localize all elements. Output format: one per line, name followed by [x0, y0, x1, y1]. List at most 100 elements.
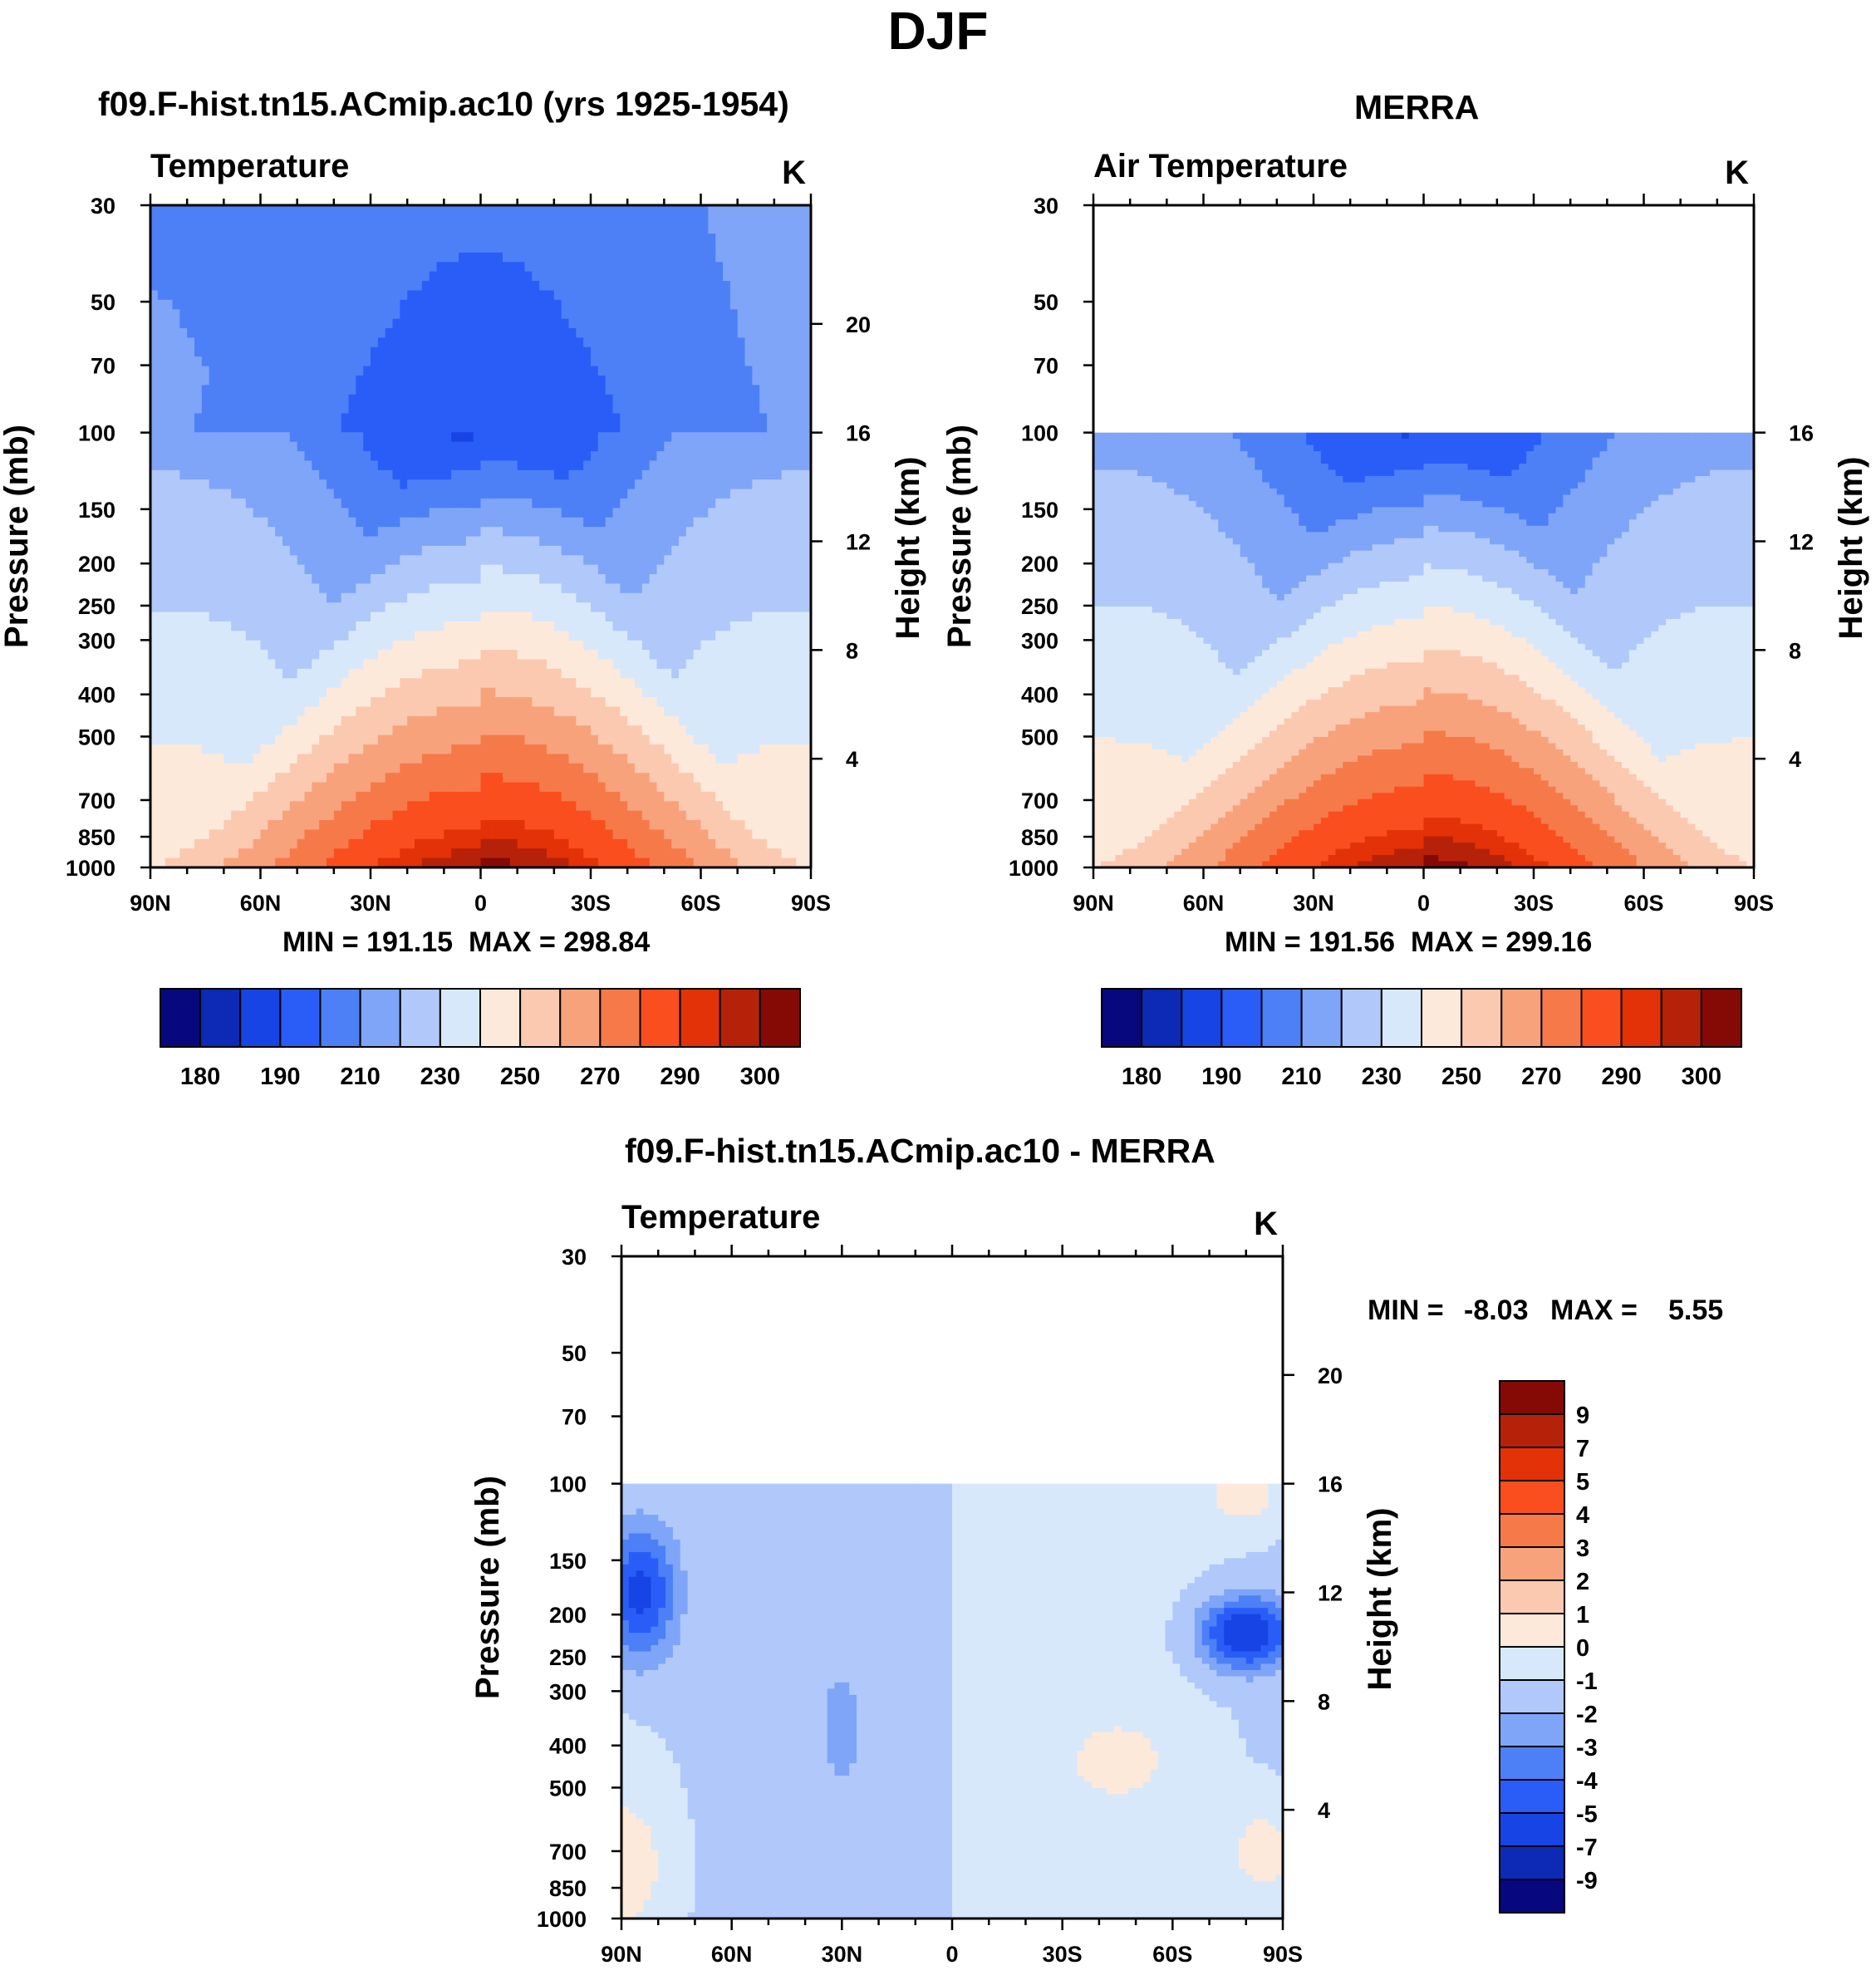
x-tick-label: 0 [474, 891, 487, 916]
y-tick-label: 150 [549, 1549, 587, 1574]
colorbar-difference-tick-label: 2 [1576, 1569, 1589, 1595]
y-tick-label: 300 [549, 1679, 587, 1704]
x-tick-label: 60S [680, 891, 720, 916]
colorbar-merra-swatch [1660, 988, 1702, 1048]
colorbar-difference-swatch [1499, 1546, 1565, 1581]
colorbar-model-swatch [559, 988, 602, 1048]
y-tick-label: 400 [549, 1734, 587, 1759]
height-tick-label: 8 [846, 638, 858, 663]
colorbar-merra-swatch [1540, 988, 1583, 1048]
x-tick-label: 60N [1183, 891, 1225, 916]
colorbar-merra-swatch [1101, 988, 1143, 1048]
colorbar-difference-tick-label: 9 [1576, 1403, 1589, 1429]
y-tick-label: 300 [78, 628, 115, 653]
colorbar-model-swatch [759, 988, 801, 1048]
colorbar-difference-tick-label: 7 [1576, 1436, 1589, 1462]
left-label: Air Temperature [1093, 148, 1348, 184]
y-tick-label: 200 [1021, 552, 1058, 577]
colorbar-difference-tick-label: -1 [1576, 1668, 1598, 1695]
height-tick-label: 4 [1318, 1798, 1330, 1823]
colorbar-difference-swatch [1499, 1746, 1565, 1781]
colorbar-difference-swatch [1499, 1812, 1565, 1847]
colorbar-merra-swatch [1380, 988, 1422, 1048]
units-label: K [1254, 1206, 1278, 1242]
y-tick-label: 200 [78, 552, 115, 577]
colorbar-merra-tick-label: 300 [1682, 1064, 1721, 1090]
diff-max-value: 5.55 [1668, 1295, 1724, 1326]
colorbar-model-tick-label: 270 [580, 1064, 620, 1090]
x-tick-label: 90S [1734, 891, 1774, 916]
colorbar-difference-swatch [1499, 1613, 1565, 1648]
colorbar-difference-tick-label: 0 [1576, 1635, 1589, 1662]
height-tick-label: 12 [1318, 1580, 1343, 1605]
colorbar-model-tick-label: 230 [420, 1064, 460, 1090]
y-tick-label: 50 [1034, 290, 1058, 315]
y-tick-label: 700 [549, 1840, 587, 1865]
figure-title: DJF [887, 1, 989, 61]
height-tick-label: 8 [1318, 1689, 1330, 1714]
x-tick-label: 30S [1514, 891, 1554, 916]
x-tick-label: 30N [350, 891, 391, 916]
colorbar-model-swatch [519, 988, 562, 1048]
colorbar-difference-tick-label: -5 [1576, 1801, 1598, 1828]
y-axis-label-right: Height (km) [890, 457, 926, 640]
x-tick-label: 60N [711, 1942, 753, 1967]
colorbar-difference-tick-label: 3 [1576, 1535, 1589, 1562]
colorbar-merra: 180 190 210 230 250 270 290 300 [1101, 988, 1742, 1090]
colorbar-difference-swatch [1499, 1513, 1565, 1548]
colorbar-difference-swatch [1499, 1447, 1565, 1481]
colorbar-merra-swatch [1181, 988, 1223, 1048]
colorbar-model: 180 190 210 230 250 270 290 300 [160, 988, 801, 1090]
colorbar-model-tick-label: 210 [340, 1064, 380, 1090]
height-tick-label: 12 [846, 529, 871, 554]
colorbar-model-tick-label: 300 [740, 1064, 780, 1090]
colorbar-difference-tick-label: -3 [1576, 1735, 1598, 1761]
x-tick-label: 60S [1623, 891, 1663, 916]
y-tick-label: 300 [1021, 628, 1058, 653]
colorbar-model-swatch [719, 988, 761, 1048]
y-tick-label: 70 [91, 354, 115, 379]
diff-max-label: MAX = [1550, 1295, 1638, 1326]
colorbar-model-swatch [439, 988, 481, 1048]
colorbar-model-swatch [479, 988, 522, 1048]
panel-model: 90N 60N 30N 0 30S 60S 90S 30 50 70 100 150 200 250 300… [0, 148, 926, 916]
y-tick-label: 150 [1021, 498, 1058, 523]
y-tick-label: 30 [562, 1245, 587, 1270]
left-label: Temperature [621, 1199, 820, 1236]
y-tick-label: 850 [1021, 825, 1058, 850]
colorbar-model-swatch [160, 988, 202, 1048]
height-tick-label: 20 [846, 312, 871, 337]
colorbar-difference-swatch [1499, 1845, 1565, 1880]
height-tick-label: 12 [1789, 529, 1814, 554]
y-tick-label: 1000 [1009, 856, 1058, 881]
y-tick-label: 500 [1021, 725, 1058, 749]
y-tick-label: 250 [1021, 594, 1058, 619]
colorbar-model-swatch [679, 988, 721, 1048]
y-tick-label: 70 [562, 1405, 587, 1430]
colorbar-model-swatch [239, 988, 282, 1048]
colorbar-difference-swatch [1499, 1712, 1565, 1747]
colorbar-difference-tick-label: 5 [1576, 1469, 1589, 1496]
y-tick-label: 50 [91, 290, 115, 315]
colorbar-merra-tick-label: 210 [1281, 1064, 1321, 1090]
x-tick-label: 30N [1293, 891, 1334, 916]
colorbar-merra-swatch [1620, 988, 1662, 1048]
panel1-stats: MIN = 191.15 MAX = 298.84 [282, 926, 651, 958]
y-tick-label: 250 [78, 594, 115, 619]
colorbar-merra-swatch [1340, 988, 1382, 1048]
colorbar-difference-tick-label: -9 [1576, 1868, 1598, 1894]
colorbar-difference-tick-label: -2 [1576, 1702, 1598, 1728]
y-axis-label-right: Height (km) [1362, 1508, 1398, 1691]
x-tick-label: 90S [791, 891, 831, 916]
colorbar-model-tick-label: 180 [180, 1064, 220, 1090]
diff-min-value: -8.03 [1464, 1295, 1529, 1326]
colorbar-model-swatch [199, 988, 242, 1048]
colorbar-merra-swatch [1700, 988, 1742, 1048]
x-tick-label: 30S [571, 891, 611, 916]
y-tick-label: 150 [78, 498, 115, 523]
colorbar-model-swatch [599, 988, 641, 1048]
colorbar-model-swatch [359, 988, 401, 1048]
y-tick-label: 100 [549, 1472, 587, 1497]
colorbar-difference-swatch [1499, 1413, 1565, 1448]
y-tick-label: 500 [78, 725, 115, 749]
